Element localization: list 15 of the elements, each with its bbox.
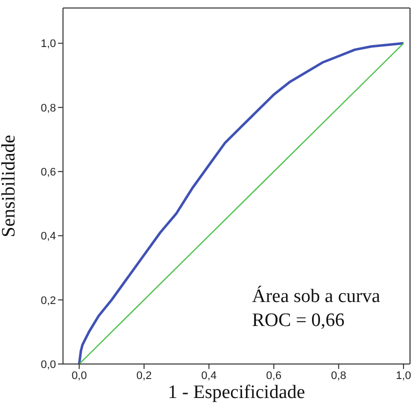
- y-tick-label: 0,2: [40, 294, 56, 307]
- x-tick-label: 0,2: [136, 370, 152, 382]
- x-tick-label: 0,0: [72, 370, 87, 382]
- x-axis-title: 1 - Especificidade: [168, 382, 306, 403]
- annotation: Área sob a curva ROC = 0,66: [252, 285, 381, 331]
- y-tick-label: 1,0: [40, 38, 56, 50]
- x-tick-label: 1,0: [396, 370, 411, 382]
- x-tick-label: 0,8: [331, 370, 346, 382]
- y-tick-label: 0,8: [40, 102, 56, 114]
- y-tick-label: 0,0: [40, 358, 56, 371]
- y-axis-title: Sensibilidade: [0, 134, 20, 238]
- x-tick-label: 0,4: [201, 370, 217, 382]
- x-tick-label: 0,6: [266, 370, 282, 382]
- y-tick-label: 0,4: [40, 230, 56, 243]
- y-tick-label: 0,6: [40, 166, 56, 178]
